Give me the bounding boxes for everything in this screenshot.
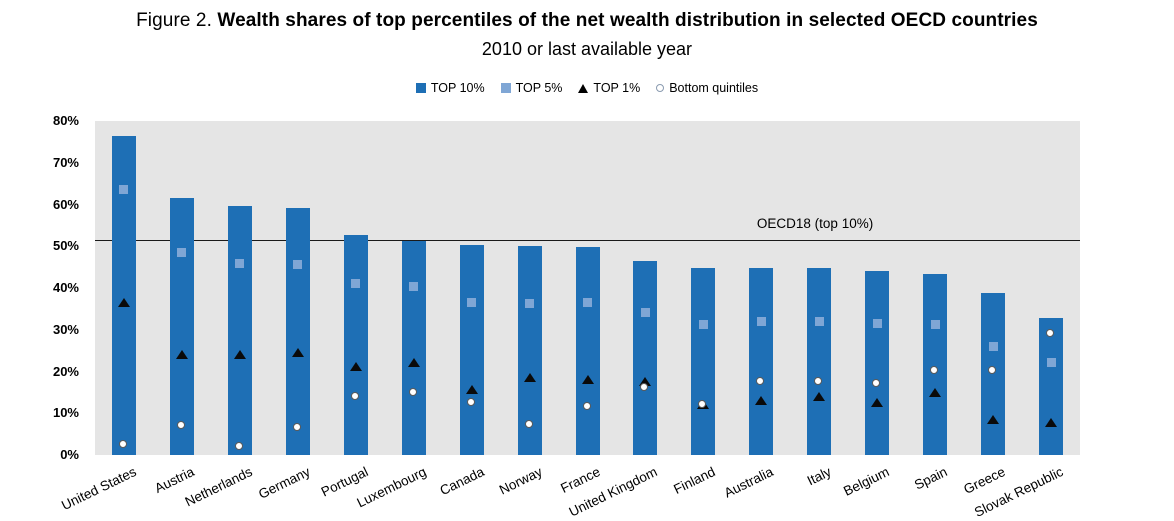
bar-top10-slovak-republic [1039, 317, 1064, 455]
y-axis: 0% 10% 20% 30% 40% 50% 60% 70% 80% [35, 113, 87, 462]
figure-number: Figure 2. [136, 10, 212, 31]
legend-item-top-10-: TOP 10% [415, 81, 485, 95]
y-tick-label-60: 60% [52, 196, 79, 212]
marker-bottom-quintiles-united-states [118, 439, 127, 448]
marker-top5-united-states [119, 185, 129, 195]
x-axis-labels: United States Austria Netherlands Germany Po… [59, 456, 1080, 521]
bar-top10-portugal [343, 235, 368, 455]
marker-bottom-quintiles-united-kingdom [640, 382, 649, 391]
marker-bottom-quintiles-belgium [872, 378, 881, 387]
marker-top5-slovak-republic [1046, 358, 1056, 368]
marker-bottom-quintiles-canada [466, 397, 475, 406]
marker-bottom-quintiles-netherlands [234, 442, 243, 451]
y-tick-label-20: 20% [52, 363, 79, 379]
marker-top1-france [581, 375, 594, 385]
y-tick-label-80: 80% [52, 113, 79, 128]
marker-top1-netherlands [233, 350, 246, 360]
y-tick-label-10: 10% [52, 405, 79, 421]
bar-top10-france [575, 247, 600, 455]
bar-top10-luxembourg [401, 241, 426, 455]
marker-top1-italy [813, 392, 826, 402]
legend-item-top-5-: TOP 5% [500, 81, 563, 95]
marker-top1-australia [755, 396, 768, 406]
figure-subtitle: 2010 or last available year [481, 39, 693, 59]
marker-bottom-quintiles-spain [930, 365, 939, 374]
marker-bottom-quintiles-france [582, 401, 591, 410]
marker-top5-finland [698, 319, 708, 329]
legend-label-top-5-: TOP 5% [515, 81, 563, 95]
y-tick-label-70: 70% [52, 154, 79, 170]
marker-top5-united-kingdom [640, 308, 650, 318]
marker-top1-norway [523, 373, 536, 383]
chart-legend: TOP 10% TOP 5% TOP 1% Bottom quintiles [0, 81, 1174, 95]
marker-bottom-quintiles-germany [292, 422, 301, 431]
marker-top1-luxembourg [407, 358, 420, 368]
marker-top1-canada [465, 385, 478, 395]
marker-top1-belgium [871, 398, 884, 408]
marker-bottom-quintiles-slovak-republic [1046, 328, 1055, 337]
oecd18-reference-label: OECD18 (top 10%) [756, 215, 874, 231]
bar-top10-finland [691, 267, 716, 455]
marker-top1-germany [291, 348, 304, 358]
bar-top10-belgium [865, 271, 890, 455]
plot-area: OECD18 (top 10%) [95, 121, 1080, 455]
marker-top5-netherlands [235, 259, 245, 269]
y-tick-label-50: 50% [52, 238, 79, 254]
marker-top1-greece [987, 415, 1000, 425]
legend-item-bottom-quintiles: Bottom quintiles [656, 81, 758, 95]
marker-top5-norway [525, 298, 535, 308]
marker-top5-luxembourg [409, 281, 419, 291]
legend-swatch-top10 [415, 83, 426, 93]
marker-top5-austria [177, 247, 187, 257]
bar-top10-canada [459, 245, 484, 455]
marker-top5-portugal [351, 279, 361, 289]
figure-title-text: Wealth shares of top percentiles of the … [217, 10, 1038, 31]
y-tick-label-30: 30% [52, 321, 79, 337]
marker-top5-greece [988, 341, 998, 351]
legend-swatch-top1-triangle-icon [578, 83, 589, 93]
marker-top5-germany [293, 259, 303, 269]
legend-label-bottom-quintiles: Bottom quintiles [669, 81, 759, 95]
marker-top1-portugal [349, 361, 362, 371]
y-tick-label-0: 0% [60, 447, 79, 462]
marker-top5-spain [930, 320, 940, 330]
marker-top1-austria [175, 350, 188, 360]
bar-top10-spain [923, 274, 948, 455]
wealth-chart: 0% 10% 20% 30% 40% 50% 60% 70% 80% OECD18 (top 1… [53, 113, 1080, 462]
y-tick-label-40: 40% [52, 280, 79, 295]
marker-top5-australia [756, 316, 766, 326]
bar-top10-germany [285, 208, 310, 455]
marker-bottom-quintiles-australia [756, 376, 765, 385]
marker-top1-united-states [117, 298, 130, 308]
marker-top5-belgium [872, 318, 882, 328]
marker-bottom-quintiles-greece [988, 365, 997, 374]
marker-top1-slovak-republic [1045, 417, 1058, 427]
bar-top10-united-states [111, 136, 136, 455]
marker-top1-spain [929, 387, 942, 397]
bar-top10-greece [981, 292, 1006, 455]
marker-top1-united-kingdom [639, 377, 652, 387]
bar-top10-austria [169, 198, 194, 455]
legend-label-top-10-: TOP 10% [430, 81, 485, 95]
figure-title: Figure 2. Wealth shares of top percentil… [0, 10, 1174, 32]
marker-bottom-quintiles-finland [698, 399, 707, 408]
bar-top10-italy [807, 268, 832, 455]
marker-bottom-quintiles-austria [176, 420, 185, 429]
marker-top5-france [583, 298, 592, 308]
bar-top10-netherlands [227, 206, 252, 455]
marker-bottom-quintiles-norway [524, 419, 533, 428]
legend-item-top-1-: TOP 1% [578, 81, 640, 95]
legend-swatch-top5 [500, 83, 511, 93]
bar-top10-australia [749, 268, 774, 455]
marker-top5-canada [467, 298, 477, 308]
marker-bottom-quintiles-luxembourg [408, 387, 417, 396]
oecd18-reference-line [95, 239, 1080, 241]
marker-bottom-quintiles-italy [814, 376, 823, 385]
legend-label-top-1-: TOP 1% [593, 81, 641, 95]
marker-bottom-quintiles-portugal [350, 391, 359, 400]
bar-top10-united-kingdom [633, 261, 658, 455]
legend-swatch-bottom-quintiles-circle-icon [656, 84, 665, 92]
marker-top5-italy [814, 316, 824, 326]
